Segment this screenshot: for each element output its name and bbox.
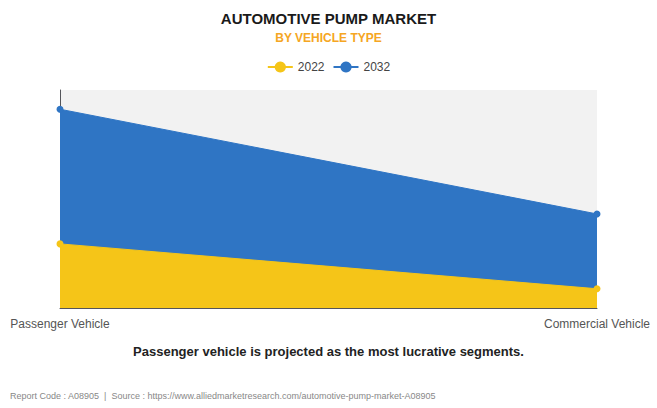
svg-text:Report Code : A08905 | Sourc: Report Code : A08905 | Source : https://… xyxy=(10,391,436,401)
svg-text:Passenger vehicle is projected: Passenger vehicle is projected as the mo… xyxy=(133,344,524,359)
svg-text:Commercial Vehicle: Commercial Vehicle xyxy=(544,317,650,331)
svg-text:BY VEHICLE TYPE: BY VEHICLE TYPE xyxy=(275,31,381,45)
svg-text:AUTOMOTIVE PUMP MARKET: AUTOMOTIVE PUMP MARKET xyxy=(221,10,436,27)
svg-text:2032: 2032 xyxy=(364,60,391,74)
svg-text:Passenger Vehicle: Passenger Vehicle xyxy=(10,317,110,331)
svg-text:2022: 2022 xyxy=(298,60,325,74)
